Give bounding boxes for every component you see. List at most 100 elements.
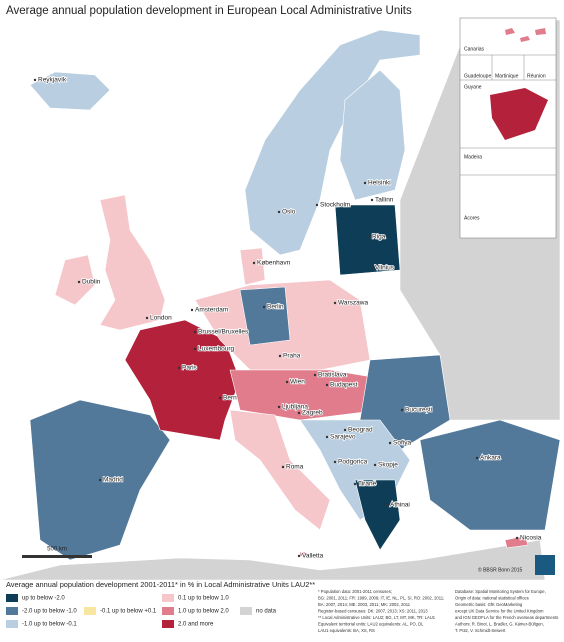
city-dot [475, 456, 479, 460]
legend-label: up to below -2.0 [22, 596, 65, 602]
city-label: Wien [290, 379, 305, 386]
city-label: København [257, 260, 291, 267]
city-dot [363, 181, 367, 185]
city-dot [278, 354, 282, 358]
city-dot [77, 280, 81, 284]
city-label: Sarajevo [330, 434, 356, 441]
france [124, 319, 241, 441]
city-dot [373, 463, 377, 467]
footnote: LAU1 equivalents: BA, XS, RS [318, 628, 375, 633]
legend-label: 2.0 and more [178, 622, 214, 628]
source-note: except UK Data Service for the United Ki… [455, 609, 544, 614]
city-label: Oslo [282, 209, 296, 216]
city-dot [315, 203, 319, 207]
city-dot [400, 408, 404, 412]
city-dot [33, 78, 37, 82]
legend-label: no data [256, 609, 277, 615]
city-dot [177, 366, 181, 370]
finland [339, 69, 406, 201]
legend: up to below -2.0 -2.0 up to below -1.0 -1.… [6, 594, 277, 628]
canarias-shape [505, 28, 546, 42]
source-note: Database: Spatial Monitoring System for … [455, 589, 546, 594]
legend-label: 1.0 up to below 2.0 [178, 609, 229, 615]
city-label: Athinai [390, 502, 410, 509]
city-dot [515, 536, 519, 540]
city-dot [277, 405, 281, 409]
source-note: Authors: R. Binot, L. Bradler, G. Kämer-… [455, 622, 544, 627]
logo [535, 555, 555, 575]
city-label: Brussel/Bruxelles [198, 329, 249, 336]
city-label: Ankara [480, 455, 501, 462]
east-germany [239, 286, 291, 346]
city-label: Tallinn [375, 197, 394, 204]
inset-label: Madeira [464, 154, 482, 160]
source-note: and IGN GEOFLA for the French overseas d… [455, 615, 558, 620]
turkey [419, 419, 561, 531]
footnote: BG: 2001, 2011; FR: 1999, 2009; IT, IE, … [318, 596, 444, 601]
inset-label: Réunion [527, 73, 546, 79]
city-label: Bratislava [318, 372, 347, 379]
legend-swatch [162, 620, 174, 628]
legend-swatch [6, 594, 18, 602]
city-dot [281, 465, 285, 469]
legend-swatch [6, 620, 18, 628]
scandinavia [244, 29, 421, 256]
city-dot [145, 316, 149, 320]
inset-label: Martinique [495, 73, 519, 79]
legend-swatch [84, 607, 96, 615]
baltics [334, 204, 401, 276]
city-dot [193, 347, 197, 351]
iceland [29, 71, 111, 111]
city-label: Podgorica [338, 459, 368, 466]
inset-label: Guyane [464, 84, 482, 90]
city-label: Vilnius [375, 265, 395, 272]
city-dot [193, 330, 197, 334]
legend-swatch [162, 607, 174, 615]
city-label: Ljubljana [282, 404, 308, 411]
city-label: Roma [286, 464, 304, 471]
city-dot [252, 261, 256, 265]
city-dot [388, 441, 392, 445]
city-label: Tiranë [358, 481, 377, 488]
legend-label: 0.1 up to below 1.0 [178, 596, 229, 602]
city-label: Skopje [378, 462, 398, 469]
inset-panel [459, 17, 557, 239]
city-dot [277, 210, 281, 214]
city-label: Reykjavík [38, 77, 67, 84]
city-label: Beograd [348, 427, 373, 434]
map-title: Average annual population development in… [6, 5, 412, 17]
city-dot [98, 478, 102, 482]
inset-labels: Canarias Guadeloupe Martinique Réunion Guyan… [464, 46, 546, 221]
footnote: BA: 2007, 2014; ME: 2003, 2011; MK: 2002… [318, 602, 411, 607]
city-dot [325, 435, 329, 439]
city-dot [385, 503, 389, 507]
city-dot [285, 380, 289, 384]
city-label: Amsterdam [195, 307, 228, 314]
italy [229, 409, 331, 531]
scale-bar-line [22, 555, 92, 558]
city-label: London [150, 315, 172, 322]
city-label: Budapest [330, 382, 358, 389]
malta [299, 551, 306, 557]
city-label: București [405, 407, 432, 414]
inset-label: Acores [464, 215, 480, 221]
footnote: * Population data: 2001-2011 censuses; [318, 589, 392, 594]
legend-swatch [240, 607, 252, 615]
city-label: Madrid [103, 477, 123, 484]
source-note: Geometric basis: GfK GeoMarketing [455, 602, 523, 607]
city-dot [297, 411, 301, 415]
notes: * Population data: 2001-2011 censuses; BG… [318, 589, 444, 633]
scale-label: 500 km [47, 547, 67, 553]
legend-label: -2.0 up to below -1.0 [22, 609, 77, 615]
city-dot [333, 460, 337, 464]
city-dot [343, 428, 347, 432]
city-dot [333, 301, 337, 305]
legend-swatch [162, 594, 174, 602]
legend-label: -0.1 up to below +0.1 [100, 609, 157, 615]
great-britain [99, 194, 166, 331]
city-dot [297, 554, 301, 558]
city-dot [367, 235, 371, 239]
city-label: Riga [372, 234, 386, 241]
city-dot [370, 266, 374, 270]
